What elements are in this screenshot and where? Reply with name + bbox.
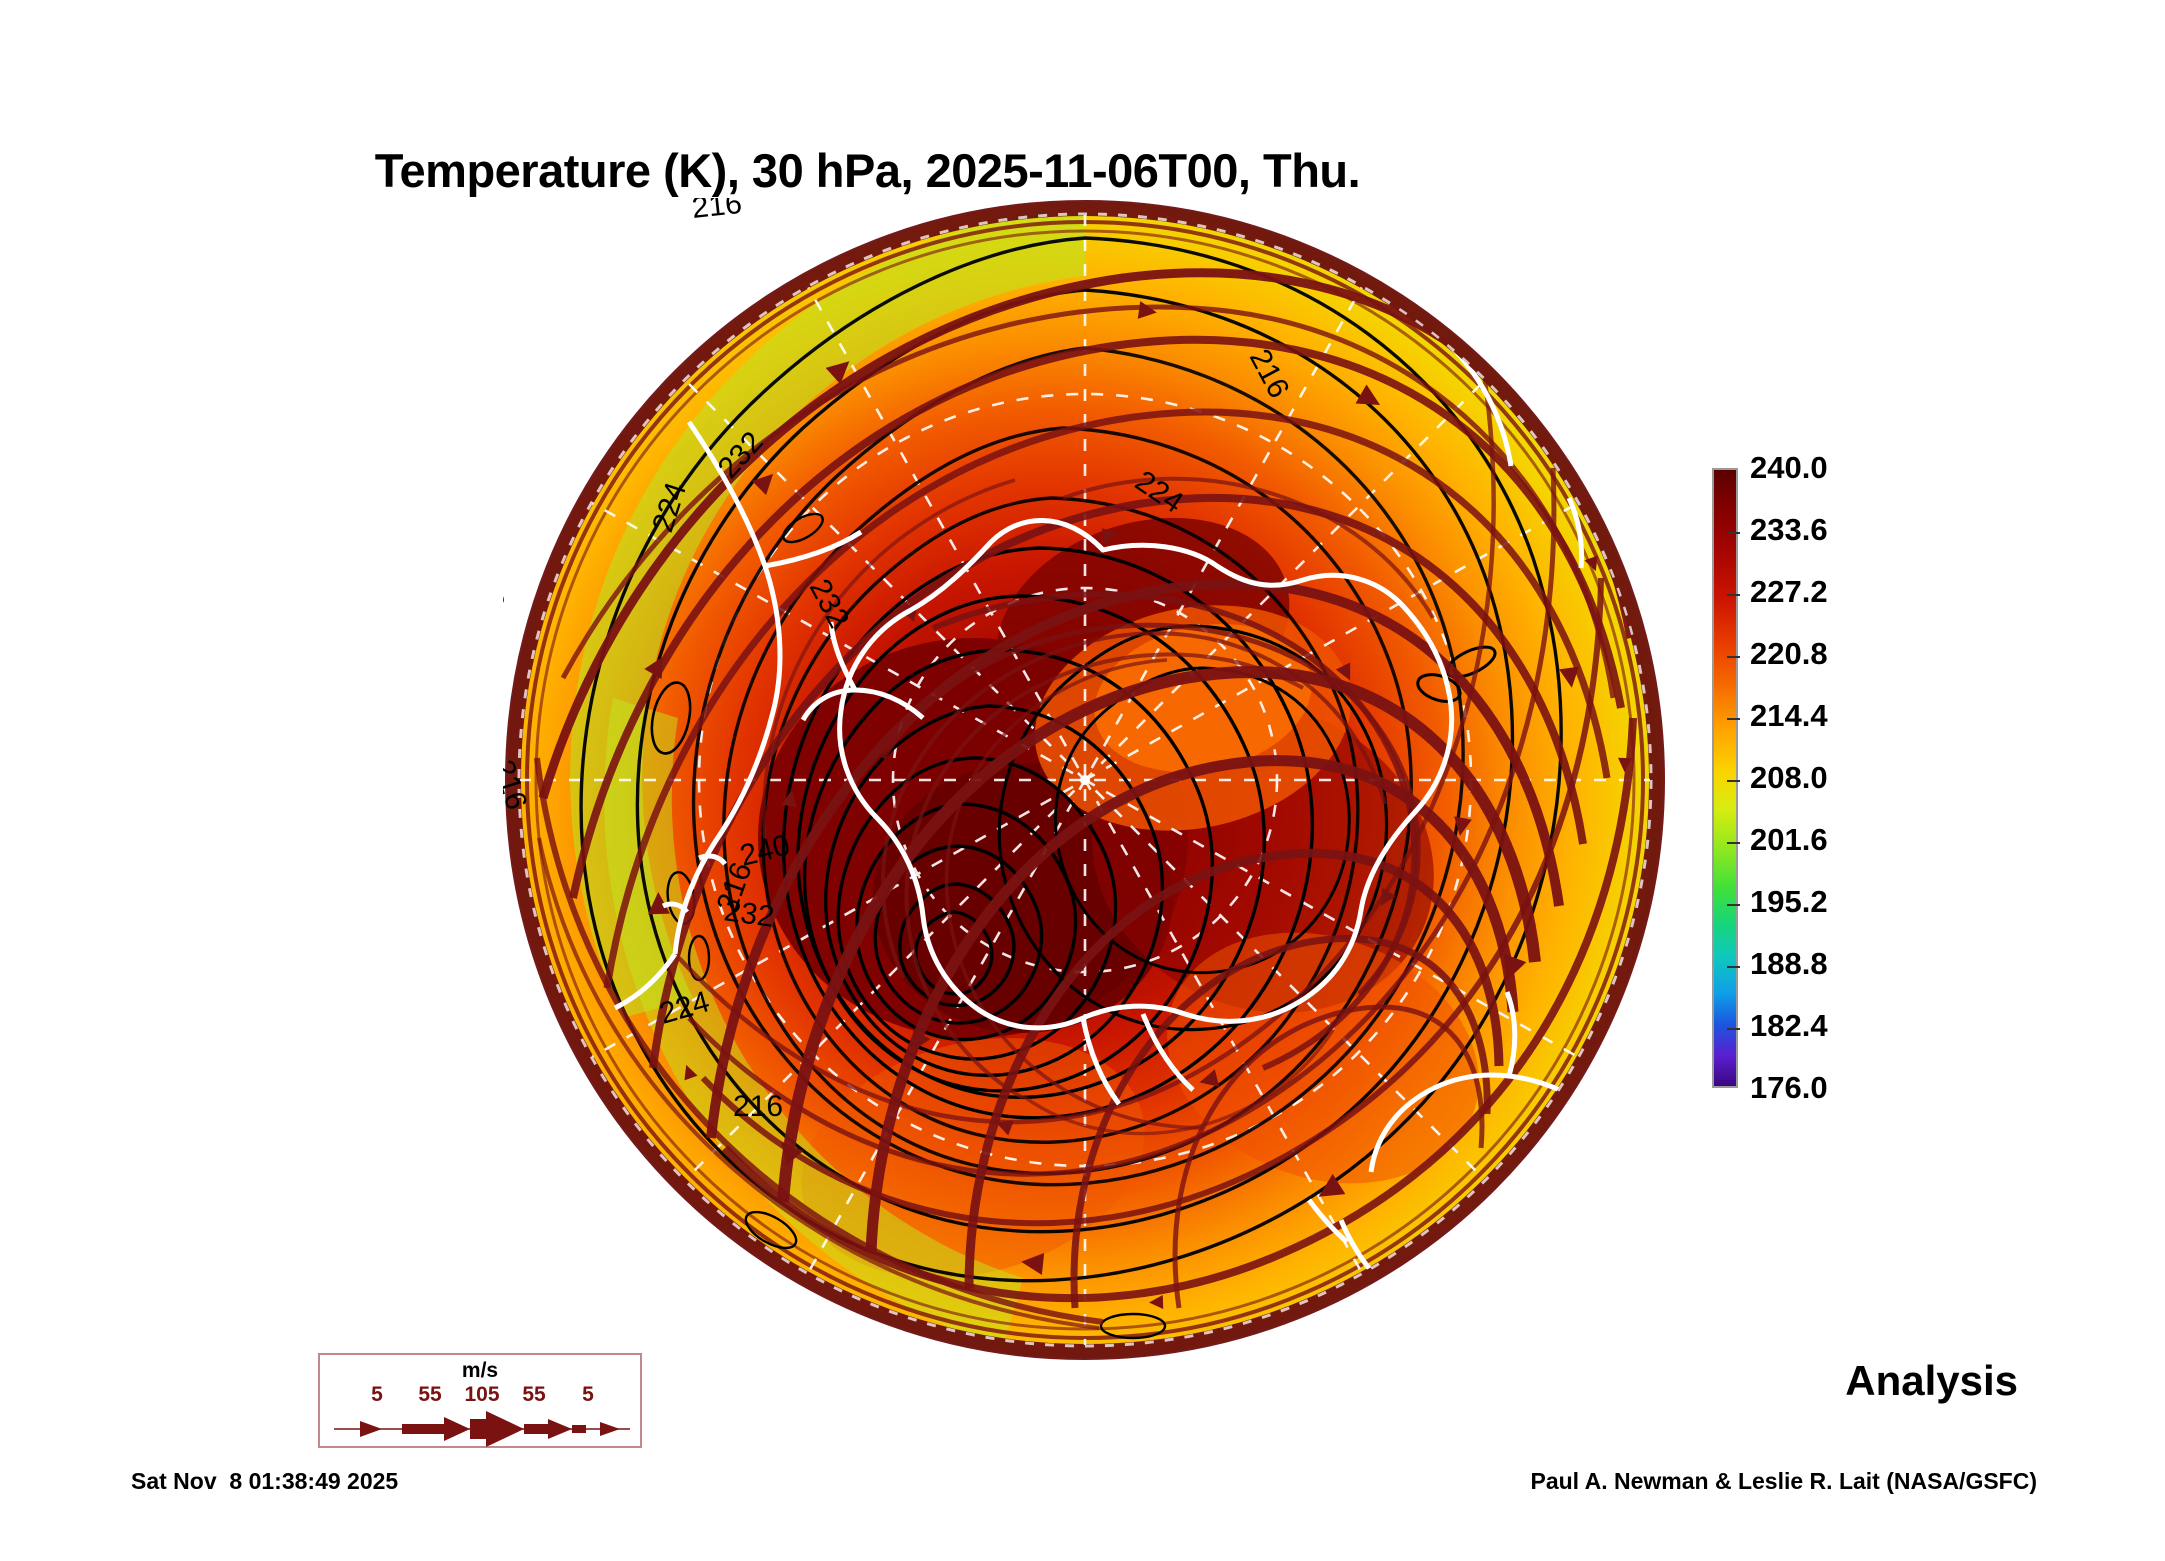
wind-speed-legend: m/s 5 55 105 55 5 (318, 1353, 642, 1448)
wind-streamlines (534, 268, 1637, 1330)
colorbar-tick-mark (1727, 1028, 1740, 1030)
colorbar-tick-label: 220.8 (1750, 636, 1828, 671)
wind-scale-value: 105 (464, 1383, 500, 1406)
colorbar-tick-label: 240.0 (1750, 450, 1828, 485)
wind-units-label: m/s (461, 1359, 499, 1382)
colorbar-tick-mark (1727, 594, 1740, 596)
wind-arrow-scale (334, 1411, 630, 1447)
colorbar-tick-mark (1727, 780, 1740, 782)
colorbar-tick-mark (1727, 656, 1740, 658)
colorbar-tick-mark (1727, 904, 1740, 906)
colorbar-tick-label: 201.6 (1750, 822, 1828, 857)
colorbar-tick-label: 182.4 (1750, 1008, 1828, 1043)
contour-label-216: 216 (733, 1090, 783, 1123)
colorbar-tick-label: 214.4 (1750, 698, 1828, 733)
colorbar-tick-label: 195.2 (1750, 884, 1828, 919)
colorbar-tick-label: 188.8 (1750, 946, 1828, 981)
colorbar: 240.0 233.6 227.2 220.8 214.4 208.0 201.6 195.2… (1712, 450, 2012, 1105)
colorbar-tick-label: 233.6 (1750, 512, 1828, 547)
wind-scale-values: 5 55 105 55 5 (320, 1383, 640, 1409)
streamline-arrowheads (644, 301, 1632, 1309)
credits-line: Paul A. Newman & Leslie R. Lait (NASA/GS… (1530, 1468, 2037, 1494)
colorbar-tick-mark (1727, 532, 1740, 534)
south-pole-marker (1080, 775, 1090, 785)
page-title: Temperature (K), 30 hPa, 2025-11-06T00, … (374, 144, 1361, 197)
contour-label-216: 216 (503, 556, 510, 613)
colorbar-tick-labels: 240.0 233.6 227.2 220.8 214.4 208.0 201.6 195.2… (1750, 450, 2000, 1105)
wind-scale-value: 55 (522, 1383, 546, 1406)
colorbar-tick-label: 208.0 (1750, 760, 1828, 795)
colorbar-tick-label: 176.0 (1750, 1070, 1828, 1105)
wind-scale-value: 55 (418, 1383, 442, 1406)
colorbar-ticks (1714, 470, 1740, 1090)
analysis-label: Analysis (1845, 1357, 2018, 1404)
wind-scale-value: 5 (582, 1383, 594, 1406)
map-svg: 216 216 216 216 216 216 224 224 224 232 … (503, 198, 1665, 1360)
contour-label-216: 216 (690, 198, 743, 225)
colorbar-tick-mark (1727, 842, 1740, 844)
wind-scale-value: 5 (371, 1383, 383, 1406)
generated-timestamp: Sat Nov 8 01:38:49 2025 (131, 1468, 399, 1494)
colorbar-gradient (1712, 468, 1740, 1090)
polar-map: 216 216 216 216 216 216 224 224 224 232 … (503, 198, 1667, 1362)
colorbar-tick-mark (1727, 718, 1740, 720)
colorbar-tick-mark (1727, 966, 1740, 968)
coastlines (613, 281, 1605, 1286)
contour-label-232: 232 (722, 894, 776, 934)
colorbar-tick-label: 227.2 (1750, 574, 1828, 609)
